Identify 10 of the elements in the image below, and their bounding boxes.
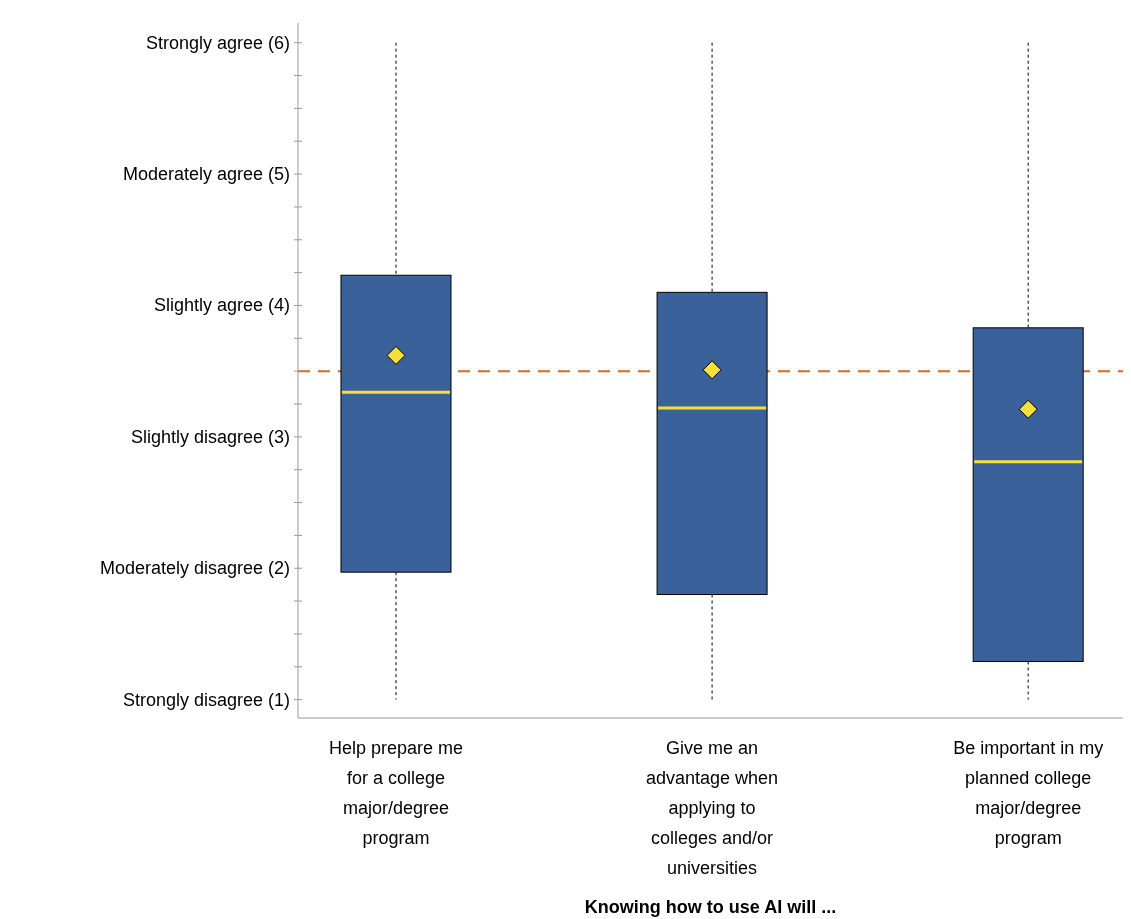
y-tick-label: Slightly disagree (3) [130,426,290,447]
y-tick-label: Moderately agree (5) [122,164,290,185]
y-tick-label: Slightly agree (4) [153,295,290,316]
x-tick-label: Give me an advantage when applying to colleges and/or universities [646,738,779,878]
y-tick-label: Moderately disagree (2) [99,558,290,579]
y-tick-label: Strongly disagree (1) [122,689,290,710]
x-tick-label: Be important in my planned college major/degree program [953,738,1104,848]
x-tick-label: Help prepare me for a college major/degree program [328,738,464,848]
y-tick-label: Strongly agree (6) [145,32,290,53]
x-axis-title: Knowing how to use AI will ... [584,897,837,917]
